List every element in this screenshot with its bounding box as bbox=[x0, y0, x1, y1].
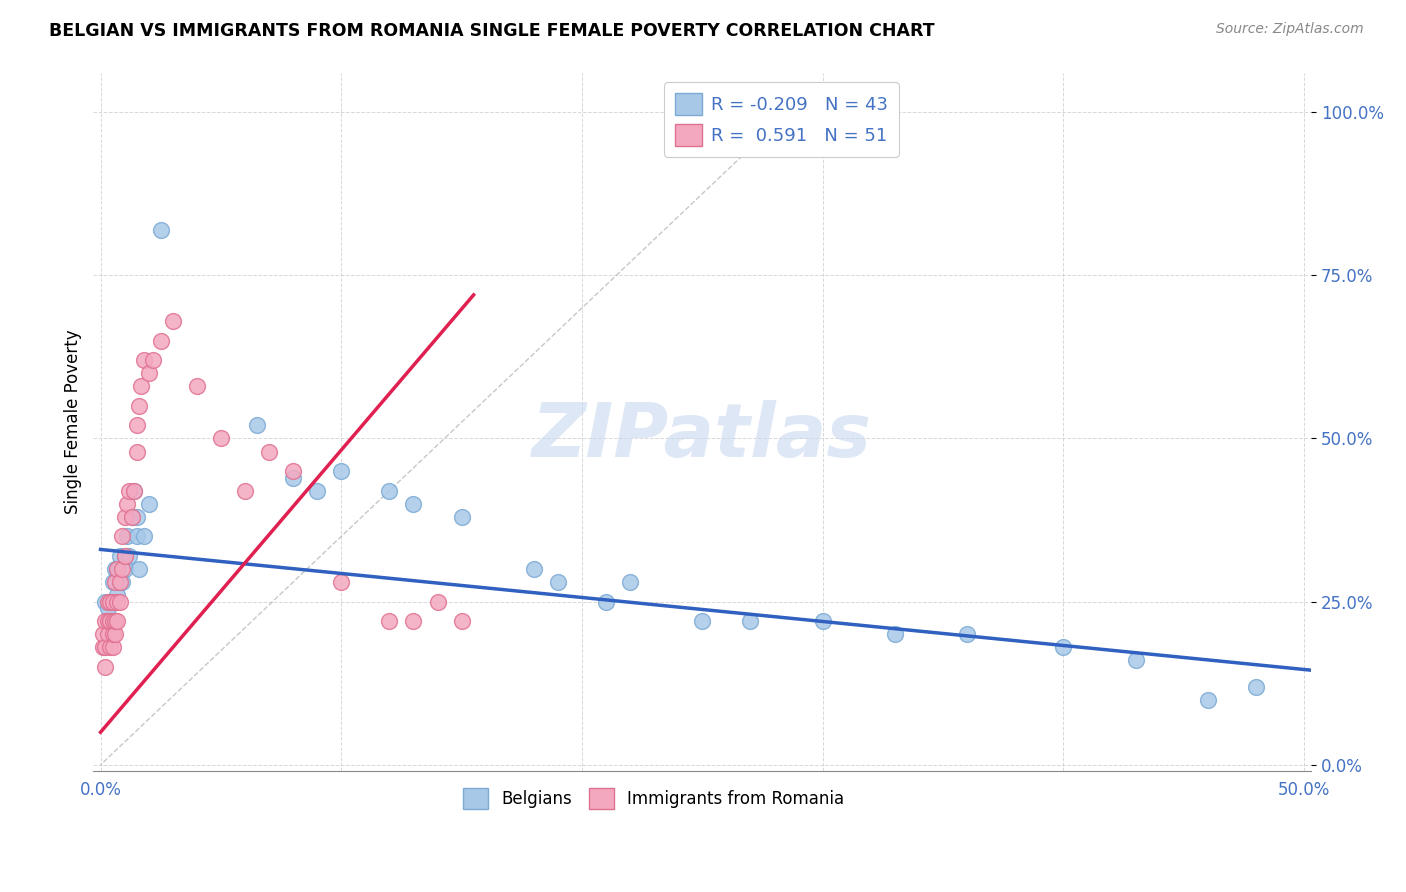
Point bbox=[101, 595, 124, 609]
Point bbox=[111, 575, 134, 590]
Point bbox=[101, 627, 124, 641]
Point bbox=[101, 614, 124, 628]
Point bbox=[1052, 640, 1074, 655]
Point bbox=[1197, 692, 1219, 706]
Point bbox=[125, 418, 148, 433]
Point bbox=[450, 614, 472, 628]
Point bbox=[118, 483, 141, 498]
Point bbox=[246, 418, 269, 433]
Point bbox=[162, 314, 184, 328]
Point bbox=[114, 509, 136, 524]
Point bbox=[128, 562, 150, 576]
Point bbox=[209, 432, 232, 446]
Point bbox=[108, 575, 131, 590]
Point bbox=[108, 575, 131, 590]
Point bbox=[101, 640, 124, 655]
Point bbox=[402, 614, 425, 628]
Point bbox=[281, 464, 304, 478]
Point bbox=[149, 334, 172, 348]
Point bbox=[94, 640, 117, 655]
Point bbox=[97, 614, 120, 628]
Point bbox=[883, 627, 905, 641]
Point bbox=[281, 470, 304, 484]
Point bbox=[257, 444, 280, 458]
Point bbox=[98, 640, 121, 655]
Point bbox=[122, 483, 145, 498]
Point bbox=[128, 399, 150, 413]
Point bbox=[1125, 653, 1147, 667]
Point bbox=[94, 660, 117, 674]
Point bbox=[118, 549, 141, 563]
Point bbox=[740, 614, 762, 628]
Point bbox=[121, 509, 143, 524]
Point bbox=[101, 575, 124, 590]
Point bbox=[108, 549, 131, 563]
Point bbox=[138, 497, 160, 511]
Point bbox=[97, 601, 120, 615]
Point bbox=[97, 595, 120, 609]
Point bbox=[132, 353, 155, 368]
Point bbox=[132, 529, 155, 543]
Point bbox=[523, 562, 546, 576]
Point bbox=[233, 483, 256, 498]
Point bbox=[114, 549, 136, 563]
Point bbox=[131, 379, 153, 393]
Point bbox=[94, 614, 117, 628]
Point bbox=[94, 595, 117, 609]
Point bbox=[101, 595, 124, 609]
Point bbox=[104, 562, 127, 576]
Point bbox=[330, 575, 353, 590]
Point bbox=[98, 595, 121, 609]
Point bbox=[547, 575, 569, 590]
Point bbox=[378, 483, 401, 498]
Point bbox=[91, 627, 114, 641]
Point bbox=[115, 529, 138, 543]
Point bbox=[121, 509, 143, 524]
Point bbox=[105, 614, 128, 628]
Point bbox=[763, 118, 786, 132]
Point bbox=[97, 627, 120, 641]
Point bbox=[125, 509, 148, 524]
Point bbox=[98, 614, 121, 628]
Point bbox=[149, 222, 172, 236]
Point bbox=[307, 483, 329, 498]
Point bbox=[104, 575, 127, 590]
Point bbox=[690, 614, 713, 628]
Legend: Belgians, Immigrants from Romania: Belgians, Immigrants from Romania bbox=[457, 781, 851, 815]
Point bbox=[104, 614, 127, 628]
Point bbox=[138, 366, 160, 380]
Point bbox=[450, 509, 472, 524]
Point bbox=[402, 497, 425, 511]
Text: ZIPatlas: ZIPatlas bbox=[533, 400, 872, 473]
Point bbox=[619, 575, 641, 590]
Point bbox=[98, 614, 121, 628]
Point bbox=[142, 353, 165, 368]
Point bbox=[105, 562, 128, 576]
Point bbox=[111, 562, 134, 576]
Point bbox=[426, 595, 449, 609]
Point bbox=[122, 483, 145, 498]
Point bbox=[125, 444, 148, 458]
Point bbox=[1244, 680, 1267, 694]
Point bbox=[956, 627, 979, 641]
Point bbox=[105, 595, 128, 609]
Y-axis label: Single Female Poverty: Single Female Poverty bbox=[65, 330, 82, 515]
Point bbox=[114, 549, 136, 563]
Text: BELGIAN VS IMMIGRANTS FROM ROMANIA SINGLE FEMALE POVERTY CORRELATION CHART: BELGIAN VS IMMIGRANTS FROM ROMANIA SINGL… bbox=[49, 22, 935, 40]
Point bbox=[91, 640, 114, 655]
Point bbox=[108, 595, 131, 609]
Point bbox=[378, 614, 401, 628]
Point bbox=[595, 595, 617, 609]
Point bbox=[330, 464, 353, 478]
Point bbox=[811, 614, 834, 628]
Point bbox=[105, 588, 128, 602]
Point bbox=[111, 529, 134, 543]
Point bbox=[114, 562, 136, 576]
Point bbox=[125, 529, 148, 543]
Text: Source: ZipAtlas.com: Source: ZipAtlas.com bbox=[1216, 22, 1364, 37]
Point bbox=[104, 627, 127, 641]
Point bbox=[186, 379, 208, 393]
Point bbox=[115, 497, 138, 511]
Point bbox=[105, 562, 128, 576]
